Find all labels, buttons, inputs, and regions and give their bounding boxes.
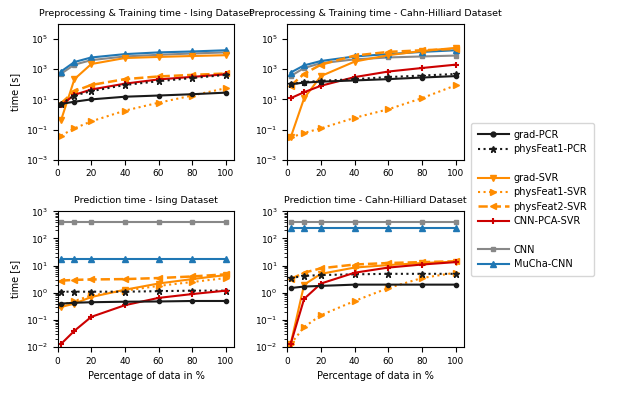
Legend: grad-PCR, physFeat1-PCR, , grad-SVR, physFeat1-SVR, physFeat2-SVR, CNN-PCA-SVR, : grad-PCR, physFeat1-PCR, , grad-SVR, phy…: [471, 123, 594, 276]
X-axis label: Percentage of data in %: Percentage of data in %: [88, 371, 204, 381]
Y-axis label: time [s]: time [s]: [10, 260, 20, 298]
Title: Prediction time - Cahn-Hilliard Dataset: Prediction time - Cahn-Hilliard Dataset: [284, 196, 467, 205]
Title: Preprocessing & Training time - Ising Dataset: Preprocessing & Training time - Ising Da…: [39, 9, 253, 18]
Y-axis label: time [s]: time [s]: [10, 73, 20, 111]
X-axis label: Percentage of data in %: Percentage of data in %: [317, 371, 434, 381]
Title: Prediction time - Ising Dataset: Prediction time - Ising Dataset: [74, 196, 218, 205]
Title: Preprocessing & Training time - Cahn-Hilliard Dataset: Preprocessing & Training time - Cahn-Hil…: [249, 9, 502, 18]
